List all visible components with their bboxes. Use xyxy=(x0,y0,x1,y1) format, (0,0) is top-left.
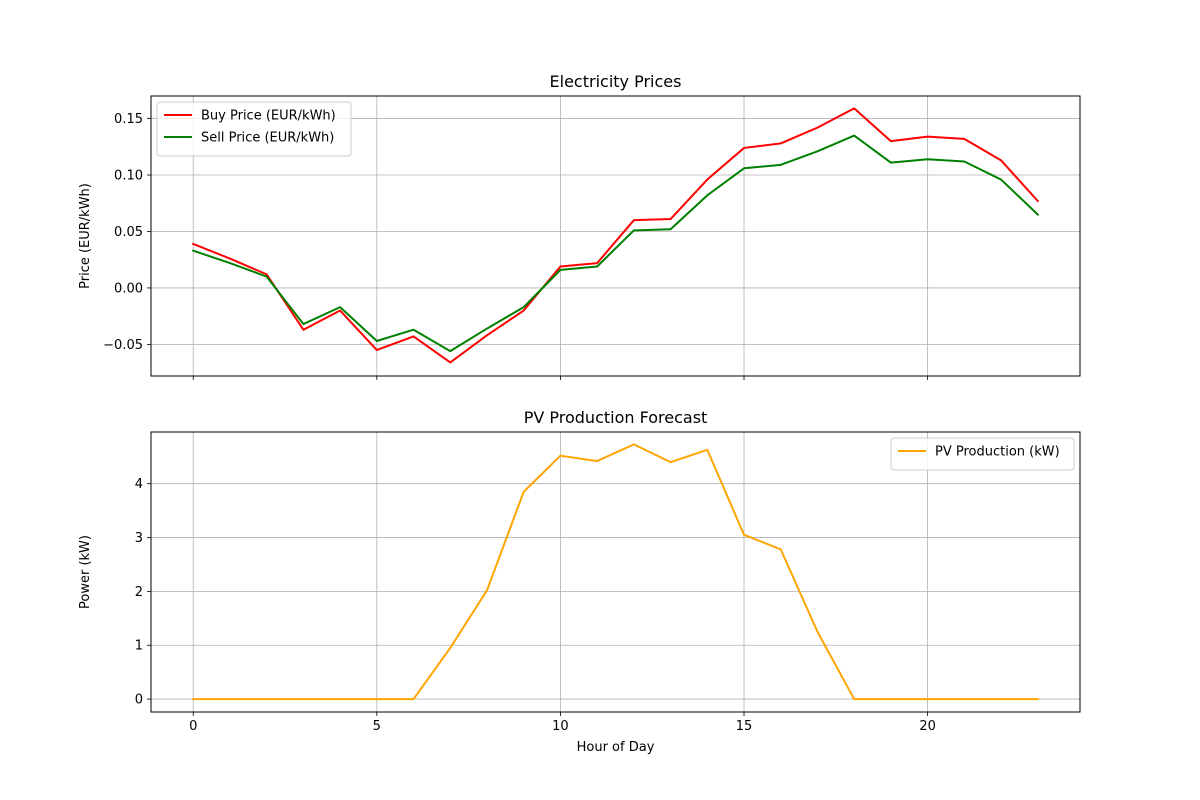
pv-x-tick-label-0: 0 xyxy=(189,719,197,734)
price-y-axis-label: Price (EUR/kWh) xyxy=(78,183,93,289)
pv-chart-title: PV Production Forecast xyxy=(524,408,708,427)
price-legend: Buy Price (EUR/kWh) Sell Price (EUR/kWh) xyxy=(156,101,352,157)
pv-y-tick-label-1: 1 xyxy=(135,639,143,654)
price-chart-title: Electricity Prices xyxy=(550,72,682,91)
price-y-tick-label-2: 0.05 xyxy=(114,225,143,240)
pv-series xyxy=(192,443,1039,701)
pv-x-axis-label: Hour of Day xyxy=(577,740,655,755)
pv-y-tick-label-3: 3 xyxy=(135,531,143,546)
pv-legend: PV Production (kW) xyxy=(890,437,1075,471)
pv-x-tick-label-4: 20 xyxy=(919,719,936,734)
pv-series-line-0 xyxy=(192,443,1039,701)
pv-x-tick-label-3: 15 xyxy=(736,719,753,734)
price-y-tick-label-0: −0.05 xyxy=(103,338,143,353)
pv-x-tick-label-1: 5 xyxy=(373,719,381,734)
price-legend-label-1: Sell Price (EUR/kWh) xyxy=(201,131,334,146)
pv-legend-label-0: PV Production (kW) xyxy=(935,445,1060,460)
price-axes-frame xyxy=(150,95,1081,377)
price-grid xyxy=(151,96,1080,376)
pv-legend-box xyxy=(890,437,1075,471)
pv-x-tick-label-2: 10 xyxy=(552,719,569,734)
price-legend-box xyxy=(156,101,352,157)
pv-ticks: 0 5 10 15 20 0 1 2 3 4 xyxy=(135,477,936,734)
price-y-tick-label-1: 0.00 xyxy=(114,281,143,296)
price-series xyxy=(191,107,1040,364)
price-series-line-0 xyxy=(191,107,1040,364)
price-legend-label-0: Buy Price (EUR/kWh) xyxy=(201,109,336,124)
pv-y-tick-label-0: 0 xyxy=(135,693,143,708)
electricity-prices-chart: −0.05 0.00 0.05 0.10 0.15 Electricity Prices… xyxy=(78,72,1081,380)
pv-y-axis-label: Power (kW) xyxy=(78,535,93,609)
pv-y-tick-label-4: 4 xyxy=(135,477,143,492)
price-y-tick-label-3: 0.10 xyxy=(114,169,143,184)
pv-axes-frame xyxy=(150,431,1081,713)
pv-y-tick-label-2: 2 xyxy=(135,585,143,600)
price-ticks: −0.05 0.00 0.05 0.10 0.15 xyxy=(103,112,929,380)
price-y-tick-label-4: 0.15 xyxy=(114,112,143,127)
pv-production-chart: 0 5 10 15 20 0 1 2 3 4 PV Production Forecast Pow… xyxy=(78,408,1081,755)
price-series-line-1 xyxy=(191,134,1040,353)
